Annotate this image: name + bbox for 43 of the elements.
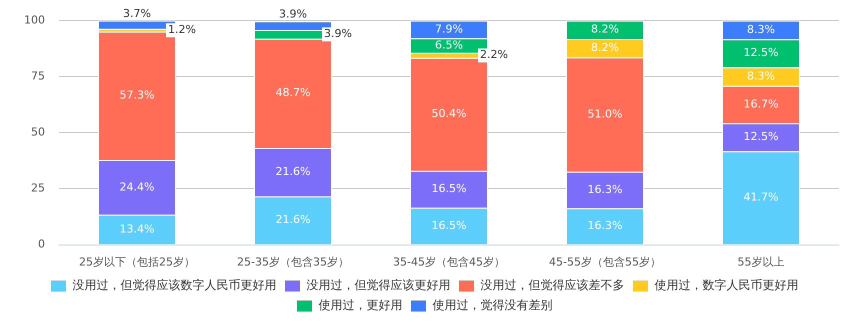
data-label: 57.3% bbox=[120, 88, 154, 102]
data-label: 21.6% bbox=[276, 213, 310, 226]
y-tick-label: 0 bbox=[38, 238, 45, 251]
data-label: 8.3% bbox=[747, 69, 775, 82]
data-label: 12.5% bbox=[744, 130, 778, 144]
data-label: 3.9% bbox=[279, 8, 307, 21]
data-label: 16.5% bbox=[432, 182, 466, 196]
data-label: 24.4% bbox=[120, 180, 154, 194]
data-label: 16.3% bbox=[588, 182, 622, 196]
y-tick-label: 75 bbox=[30, 70, 45, 83]
y-tick-label: 25 bbox=[30, 182, 45, 195]
data-label: 48.7% bbox=[276, 86, 310, 100]
x-tick-label: 45-55岁（包含55岁） bbox=[549, 255, 661, 268]
data-label: 2.2% bbox=[480, 48, 508, 62]
data-label: 8.2% bbox=[591, 41, 619, 54]
legend-label: 没用过，但觉得应该差不多 bbox=[480, 278, 624, 292]
legend-label: 使用过，觉得没有差别 bbox=[432, 298, 552, 312]
x-tick-label: 25-35岁（包含35岁） bbox=[237, 255, 349, 268]
legend-label: 没用过，但觉得应该更好用 bbox=[306, 278, 450, 292]
y-tick-label: 100 bbox=[24, 13, 45, 26]
data-label: 16.3% bbox=[588, 219, 622, 232]
x-tick-label: 55岁以上 bbox=[738, 255, 784, 268]
legend-label: 使用过，更好用 bbox=[318, 298, 402, 312]
data-label: 7.9% bbox=[435, 22, 463, 36]
legend-label: 没用过，但觉得应该数字人民币更好用 bbox=[72, 278, 276, 292]
data-label: 21.6% bbox=[276, 165, 310, 178]
data-label: 51.0% bbox=[588, 107, 622, 120]
x-tick-label: 35-45岁（包含45岁） bbox=[393, 255, 505, 268]
data-label: 8.3% bbox=[747, 22, 775, 36]
data-label: 50.4% bbox=[432, 107, 466, 120]
data-label: 16.5% bbox=[432, 218, 466, 232]
data-label: 8.2% bbox=[591, 22, 619, 36]
legend-label: 使用过，数字人民币更好用 bbox=[654, 278, 798, 292]
data-label: 41.7% bbox=[744, 190, 778, 204]
data-label: 3.7% bbox=[123, 6, 151, 20]
data-label: 13.4% bbox=[120, 222, 154, 236]
data-label: 16.7% bbox=[744, 97, 778, 110]
y-tick-label: 50 bbox=[30, 126, 45, 139]
data-label: 12.5% bbox=[744, 46, 778, 60]
data-label: 6.5% bbox=[435, 38, 463, 52]
data-label: 1.2% bbox=[168, 23, 196, 36]
x-tick-label: 25岁以下（包括25岁） bbox=[78, 255, 195, 268]
data-label: 3.9% bbox=[324, 27, 352, 40]
